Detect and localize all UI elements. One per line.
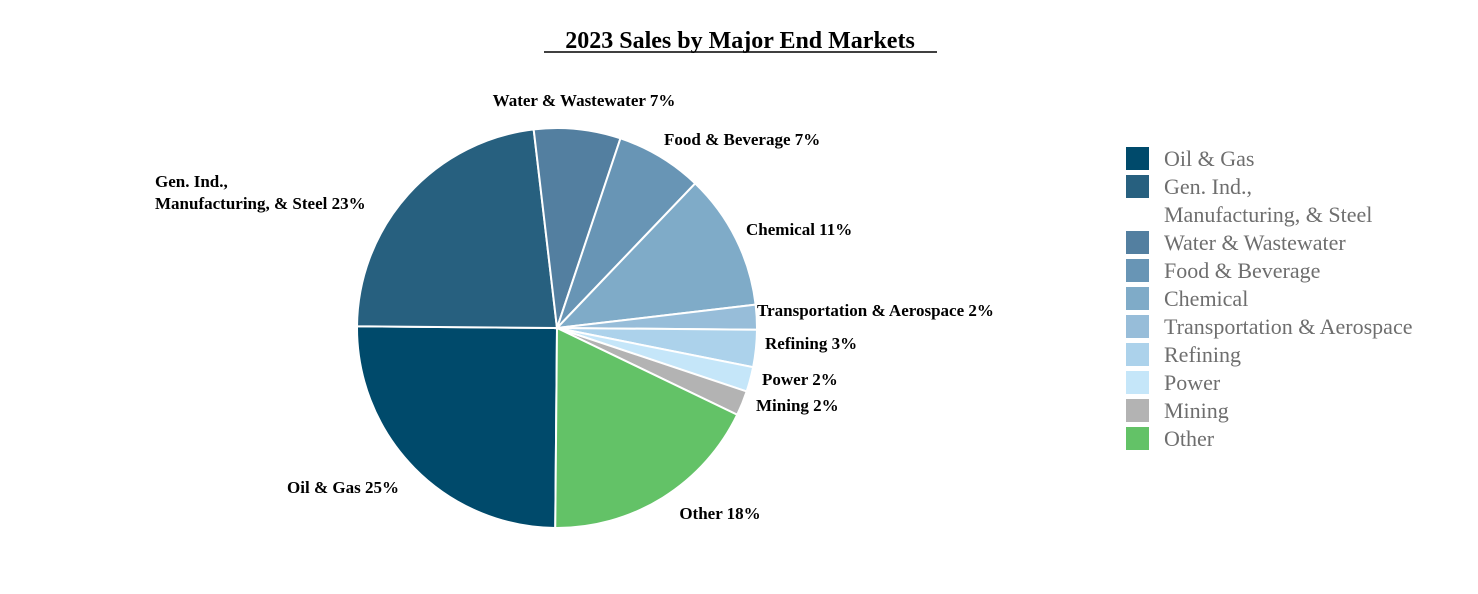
legend-swatch-refining	[1126, 343, 1149, 366]
legend-label-refining: Refining	[1164, 342, 1241, 367]
legend-swatch-gen-ind-manufacturing-steel	[1126, 175, 1149, 198]
legend-item-mining: Mining	[1126, 398, 1229, 423]
slice-label-food-beverage: Food & Beverage 7%	[664, 130, 820, 149]
slice-label-power: Power 2%	[762, 370, 838, 389]
legend-label-mining: Mining	[1164, 398, 1229, 423]
legend-item-transportation-aerospace: Transportation & Aerospace	[1126, 314, 1412, 339]
chart-title: 2023 Sales by Major End Markets	[565, 28, 915, 54]
legend-swatch-oil-gas	[1126, 147, 1149, 170]
slice-label-transportation-aerospace: Transportation & Aerospace 2%	[757, 301, 994, 320]
legend-swatch-transportation-aerospace	[1126, 315, 1149, 338]
legend-item-water-wastewater: Water & Wastewater	[1126, 230, 1346, 255]
legend-label-food-beverage: Food & Beverage	[1164, 258, 1320, 283]
legend-swatch-other	[1126, 427, 1149, 450]
slice-labels: Oil & Gas 25% Gen. Ind., Manufacturing, & …	[155, 91, 994, 523]
legend-swatch-water-wastewater	[1126, 231, 1149, 254]
slice-label-mining: Mining 2%	[756, 396, 839, 415]
legend-label-gen-ind-manufacturing-steel: Gen. Ind., Manufacturing, & Steel	[1164, 174, 1372, 227]
legend-label-chemical: Chemical	[1164, 286, 1248, 311]
slice-label-oil-gas: Oil & Gas 25%	[287, 478, 399, 497]
legend-item-chemical: Chemical	[1126, 286, 1248, 311]
legend-item-power: Power	[1126, 370, 1221, 395]
slice-label-gen-ind-manufacturing-steel: Gen. Ind., Manufacturing, & Steel 23%	[155, 172, 366, 213]
legend-swatch-chemical	[1126, 287, 1149, 310]
legend-swatch-mining	[1126, 399, 1149, 422]
legend-item-gen-ind-manufacturing-steel: Gen. Ind., Manufacturing, & Steel	[1126, 174, 1372, 227]
legend: Oil & Gas Gen. Ind., Manufacturing, & Stee…	[1126, 146, 1412, 451]
legend-label-other: Other	[1164, 426, 1215, 451]
slice-label-chemical: Chemical 11%	[746, 220, 852, 239]
legend-item-food-beverage: Food & Beverage	[1126, 258, 1320, 283]
legend-item-refining: Refining	[1126, 342, 1241, 367]
legend-label-power: Power	[1164, 370, 1221, 395]
legend-item-oil-gas: Oil & Gas	[1126, 146, 1254, 171]
legend-label-transportation-aerospace: Transportation & Aerospace	[1164, 314, 1412, 339]
slice-label-refining: Refining 3%	[765, 334, 857, 353]
legend-label-water-wastewater: Water & Wastewater	[1164, 230, 1346, 255]
legend-swatch-power	[1126, 371, 1149, 394]
slice-label-water-wastewater: Water & Wastewater 7%	[493, 91, 676, 110]
legend-item-other: Other	[1126, 426, 1215, 451]
legend-swatch-food-beverage	[1126, 259, 1149, 282]
slice-oil-gas	[356, 325, 559, 529]
pie-slices	[356, 127, 758, 529]
slice-chemical	[554, 181, 757, 330]
legend-label-oil-gas: Oil & Gas	[1164, 146, 1254, 171]
slice-gen-ind-manufacturing-steel	[356, 128, 559, 330]
slice-label-other: Other 18%	[679, 504, 760, 523]
slice-other	[554, 326, 739, 529]
